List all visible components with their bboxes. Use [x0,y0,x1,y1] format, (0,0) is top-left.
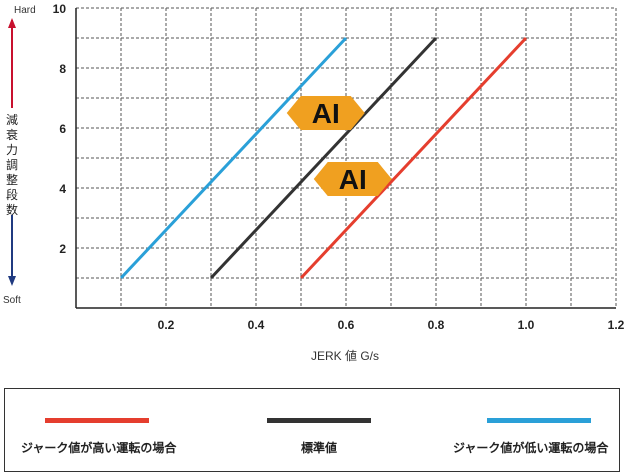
annotation-layer: AI AI [286,96,392,196]
legend-label-standard: 標準値 [301,441,338,455]
x-tick-label: 0.8 [428,318,445,332]
jerk-chart: AI AI 0.2 0.4 0.6 0.8 1.0 1.2 2 4 6 8 10 Hard 減衰力調整… [3,2,625,363]
legend-swatch-high [45,418,149,423]
x-tick-label: 0.2 [158,318,175,332]
y-tick-label: 2 [59,242,66,256]
ai-arrow-badge-0 [286,96,365,130]
legend-item-high: ジャーク値が高い運転の場合 [5,389,205,473]
down-arrow-icon [8,276,16,286]
series-layer [119,36,528,280]
x-tick-label: 1.2 [608,318,625,332]
axis-layer: 0.2 0.4 0.6 0.8 1.0 1.2 2 4 6 8 10 [53,2,625,332]
ai-annotation-label: AI [312,98,340,129]
y-axis-label: 減衰力調整段数 [6,112,18,217]
grid [76,7,617,308]
y-tick-label: 10 [53,2,67,16]
ai-arrow-badge-1 [313,162,392,196]
series-line-0 [119,36,348,280]
y-top-label: Hard [14,5,36,16]
y-tick-label: 4 [59,182,66,196]
up-arrow-icon [8,18,16,28]
series-line-2 [299,36,528,280]
x-tick-label: 1.0 [518,318,535,332]
ai-annotation-label: AI [339,164,367,195]
legend-swatch-low [487,418,591,423]
legend-swatch-standard [267,418,371,423]
y-tick-label: 8 [59,62,66,76]
series-line-1 [209,36,438,280]
legend-label-low: ジャーク値が低い運転の場合 [453,441,609,455]
x-tick-label: 0.6 [338,318,355,332]
legend: ジャーク値が高い運転の場合 標準値 ジャーク値が低い運転の場合 [4,388,620,472]
x-axis-label: JERK 値 G/s [311,348,379,363]
y-bottom-label: Soft [3,295,21,306]
legend-item-low: ジャーク値が低い運転の場合 [425,389,621,473]
legend-label-high: ジャーク値が高い運転の場合 [21,441,177,455]
legend-item-standard: 標準値 [225,389,425,473]
x-tick-label: 0.4 [248,318,265,332]
y-tick-label: 6 [59,122,66,136]
